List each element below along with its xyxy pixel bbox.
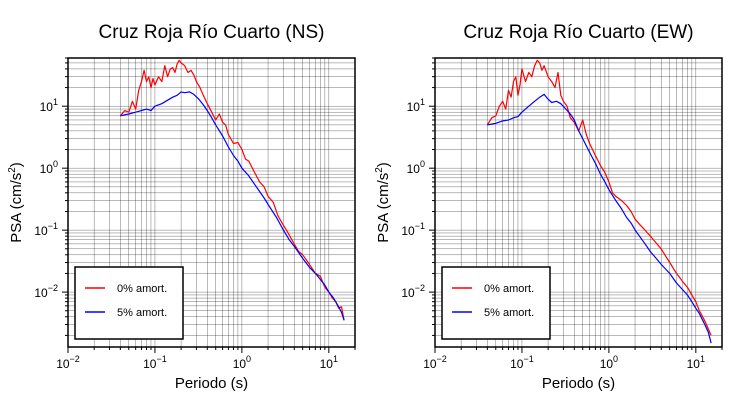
x-tick-label: 10−1: [143, 354, 167, 371]
x-axis-label: Periodo (s): [542, 375, 615, 392]
y-tick-label: 10−1: [401, 221, 425, 238]
x-tick-label: 100: [233, 354, 251, 371]
legend-label: 0% amort.: [484, 283, 534, 295]
x-tick-label: 101: [320, 354, 338, 371]
plot-frame: [67, 57, 356, 348]
y-tick-label: 10−2: [34, 283, 58, 300]
legend-label: 0% amort.: [117, 283, 167, 295]
plot-frame: [434, 57, 723, 348]
chart-panel: 10−2 10−1 100 101 10−2 10−1 100 101 Cruz Roja Rí…: [374, 22, 723, 392]
series-line-5-amort-: [487, 93, 712, 344]
x-tick-label: 10−2: [423, 354, 447, 371]
y-axis-label: PSA (cm/s2): [374, 162, 392, 243]
y-tick-label: 10−1: [34, 221, 58, 238]
x-tick-label: 10−1: [510, 354, 534, 371]
chart-panel: 10−2 10−1 100 101 10−2 10−1 100 101 Cruz Roja Rí…: [7, 22, 356, 392]
legend-box: [441, 266, 551, 340]
y-tick-label: 101: [407, 97, 425, 114]
legend-label: 5% amort.: [117, 307, 167, 319]
y-tick-label: 100: [407, 159, 425, 176]
x-tick-label: 100: [600, 354, 618, 371]
x-tick-label: 101: [687, 354, 705, 371]
legend-box: [74, 266, 184, 340]
chart-title: Cruz Roja Río Cuarto (EW): [463, 22, 693, 43]
y-tick-label: 100: [40, 159, 58, 176]
x-tick-label: 10−2: [56, 354, 80, 371]
series-line-0-amort-: [119, 59, 345, 321]
y-axis-label: PSA (cm/s2): [7, 162, 25, 243]
x-axis-label: Periodo (s): [175, 375, 248, 392]
legend: 0% amort. 5% amort.: [441, 266, 551, 340]
legend: 0% amort. 5% amort.: [74, 266, 184, 340]
y-tick-label: 10−2: [401, 283, 425, 300]
chart-title: Cruz Roja Río Cuarto (NS): [99, 22, 325, 43]
y-tick-label: 101: [40, 97, 58, 114]
legend-label: 5% amort.: [484, 307, 534, 319]
series-line-5-amort-: [120, 91, 345, 321]
